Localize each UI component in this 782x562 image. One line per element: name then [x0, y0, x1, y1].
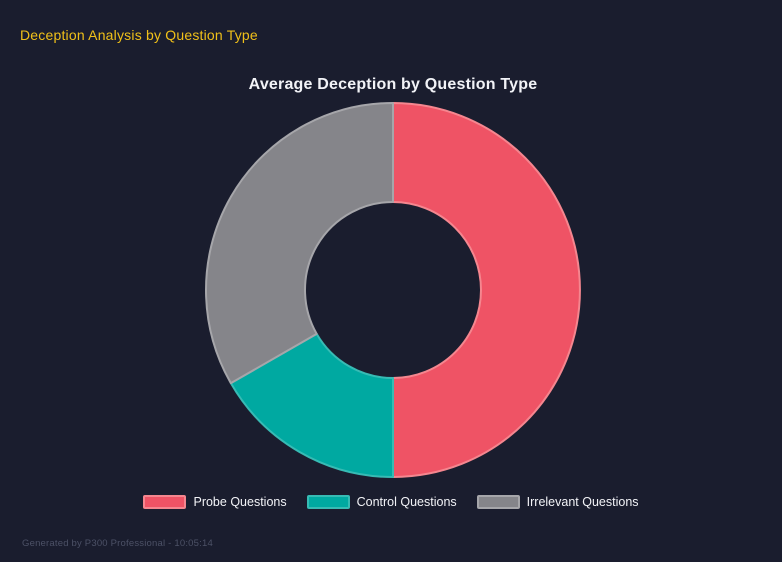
chart-title: Average Deception by Question Type	[248, 76, 538, 93]
slice-irrelevant-questions[interactable]	[205, 102, 394, 385]
legend-item-irrelevant-questions[interactable]: Irrelevant Questions	[476, 495, 639, 509]
legend-label-control-questions: Control Questions	[356, 495, 457, 509]
legend-swatch-control-questions	[306, 495, 350, 509]
legend-label-irrelevant-questions: Irrelevant Questions	[526, 495, 639, 509]
page-title: Deception Analysis by Question Type	[20, 27, 258, 43]
legend-swatch-probe-questions	[143, 495, 187, 509]
doughnut-chart[interactable]	[203, 100, 583, 480]
legend-item-control-questions[interactable]: Control Questions	[306, 495, 457, 509]
chart-legend: Probe Questions Control Questions Irreleva…	[0, 495, 782, 509]
legend-label-probe-questions: Probe Questions	[193, 495, 287, 509]
legend-item-probe-questions[interactable]: Probe Questions	[143, 495, 287, 509]
legend-swatch-irrelevant-questions	[476, 495, 520, 509]
slice-probe-questions[interactable]	[392, 102, 581, 478]
footer-note: Generated by P300 Professional - 10:05:1…	[22, 538, 213, 549]
slice-control-questions[interactable]	[229, 332, 394, 478]
